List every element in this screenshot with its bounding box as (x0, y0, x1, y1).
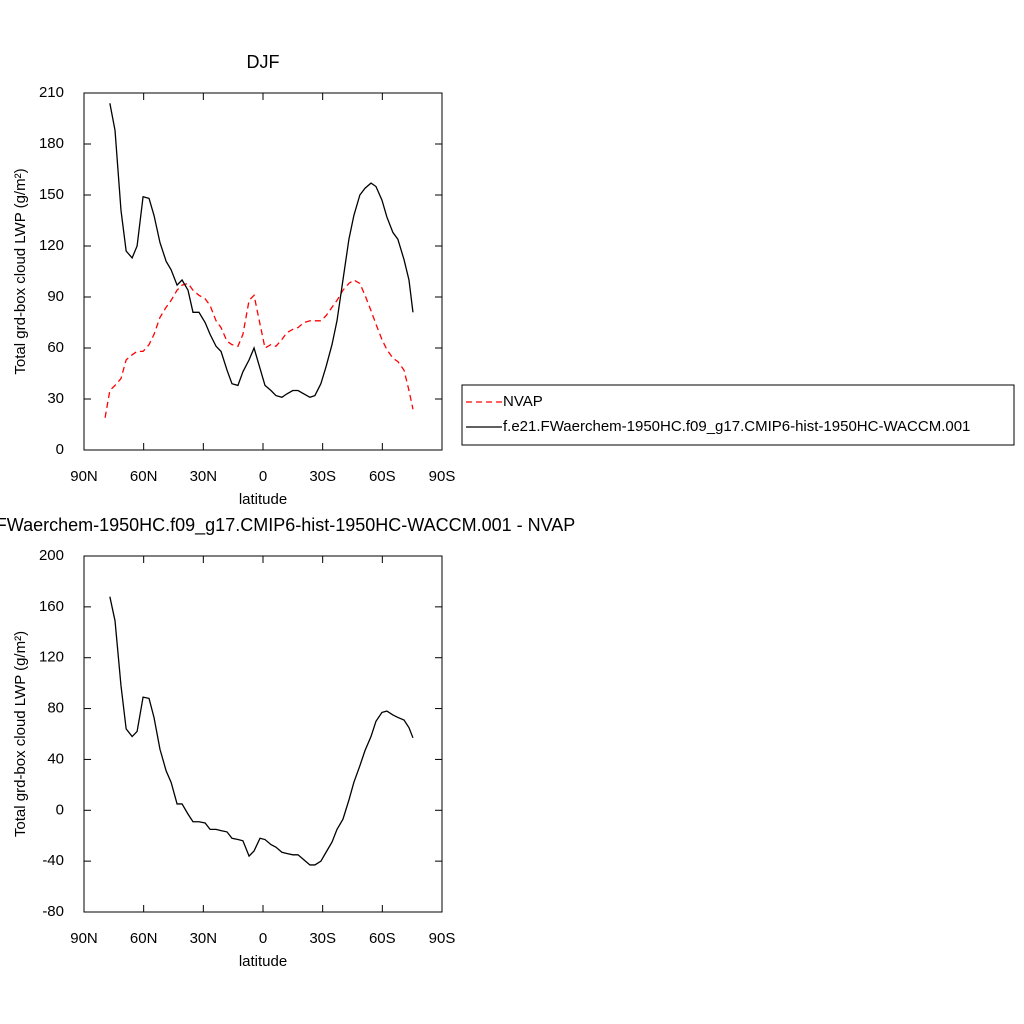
x-tick-label: 60S (369, 930, 396, 947)
y-tick-label: 210 (39, 84, 64, 101)
y-tick-label: 0 (56, 801, 64, 818)
legend-label: f.e21.FWaerchem-1950HC.f09_g17.CMIP6-his… (503, 418, 970, 435)
x-tick-label: 90S (429, 930, 456, 947)
plot-frame (83, 555, 443, 913)
y-tick-label: -80 (42, 903, 64, 920)
x-tick-label: 30S (309, 930, 336, 947)
x-tick-label: 60N (130, 930, 158, 947)
data-line (109, 596, 414, 866)
x-tick-label: 30N (190, 468, 218, 485)
x-tick-label: 30S (309, 468, 336, 485)
y-tick-label: 150 (39, 186, 64, 203)
x-tick-label: 60N (130, 468, 158, 485)
x-tick-label: 0 (259, 930, 267, 947)
x-tick-label: 90S (429, 468, 456, 485)
x-tick-label: 90N (70, 468, 98, 485)
x-tick-label: 90N (70, 930, 98, 947)
y-tick-label: 80 (47, 700, 64, 717)
y-tick-label: 120 (39, 649, 64, 666)
data-line (104, 279, 414, 418)
chart-title: f.e21.FWaerchem-1950HC.f09_g17.CMIP6-his… (0, 515, 575, 536)
chart-title: DJF (247, 52, 280, 72)
y-tick-label: 60 (47, 339, 64, 356)
y-tick-label: 90 (47, 288, 64, 305)
y-tick-label: 0 (56, 441, 64, 458)
plot-frame (83, 92, 443, 451)
y-axis-label: Total grd-box cloud LWP (g/m²) (12, 631, 29, 837)
y-tick-label: 180 (39, 135, 64, 152)
x-tick-label: 30N (190, 930, 218, 947)
x-axis-label: latitude (239, 953, 287, 970)
y-tick-label: 200 (39, 547, 64, 564)
x-tick-label: 60S (369, 468, 396, 485)
legend-box (461, 384, 1015, 446)
data-line (109, 103, 414, 399)
y-tick-label: -40 (42, 852, 64, 869)
x-tick-label: 0 (259, 468, 267, 485)
y-tick-label: 40 (47, 750, 64, 767)
y-tick-label: 120 (39, 237, 64, 254)
x-axis-label: latitude (239, 491, 287, 508)
y-tick-label: 160 (39, 598, 64, 615)
y-axis-label: Total grd-box cloud LWP (g/m²) (12, 168, 29, 374)
legend-label: NVAP (503, 393, 543, 410)
y-tick-label: 30 (47, 390, 64, 407)
